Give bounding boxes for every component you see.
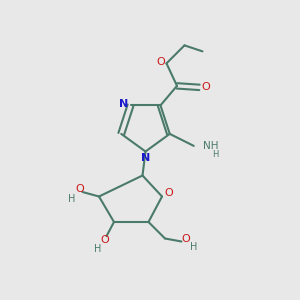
Text: O: O xyxy=(100,235,109,245)
Text: H: H xyxy=(68,194,76,204)
Text: O: O xyxy=(75,184,84,194)
Text: H: H xyxy=(94,244,102,254)
Text: NH: NH xyxy=(203,141,218,151)
Text: O: O xyxy=(164,188,173,199)
Text: H: H xyxy=(212,150,218,159)
Text: N: N xyxy=(141,153,150,163)
Text: O: O xyxy=(201,82,210,92)
Text: H: H xyxy=(190,242,197,252)
Text: O: O xyxy=(182,234,190,244)
Text: O: O xyxy=(156,57,165,67)
Text: N: N xyxy=(119,99,128,109)
